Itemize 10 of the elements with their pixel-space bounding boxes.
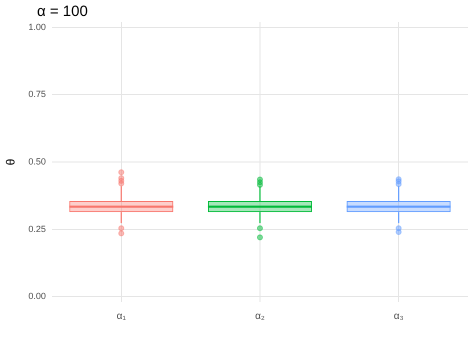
y-tick-label: 0.75 [28, 89, 46, 100]
y-tick-label: 1.00 [28, 22, 46, 32]
chart-title: α = 100 [37, 3, 88, 20]
x-tick-label: α₃ [394, 310, 404, 322]
x-tick-label: α₁ [116, 310, 126, 322]
x-tick-label: α₂ [255, 310, 265, 322]
y-tick-label: 0.50 [28, 156, 46, 166]
y-tick-label: 0.00 [28, 291, 46, 302]
y-tick-label: 0.25 [28, 224, 46, 234]
y-axis-title: θ [4, 158, 18, 166]
